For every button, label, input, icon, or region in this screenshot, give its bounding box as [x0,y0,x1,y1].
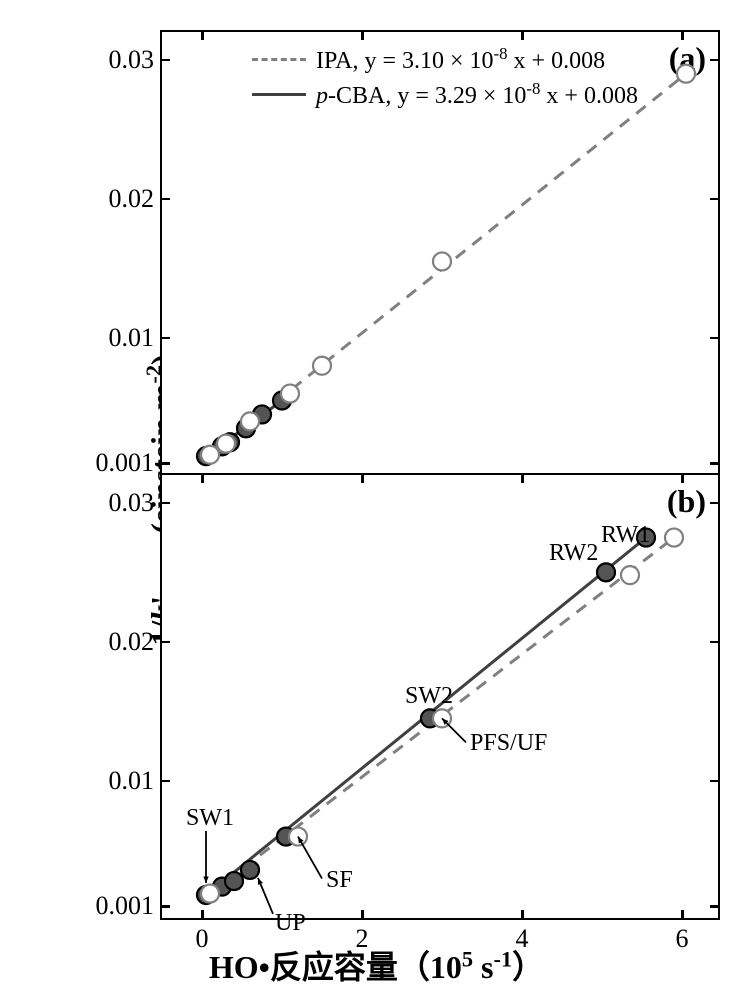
ytick-mark-right [710,641,720,644]
ytick-mark-right [710,462,720,465]
xtick-mark-top [521,30,524,40]
data-point [241,412,259,430]
ytick-mark [160,780,170,783]
annotation-sw1: SW1 [186,805,234,832]
x-axis-label: HO•反应容量（105 s-1） [209,942,544,988]
data-point [201,885,219,903]
ytick-label: 0.03 [109,488,155,518]
ytick-mark [160,502,170,505]
xtick-mark-top [521,473,524,483]
ytick-mark [160,641,170,644]
ytick-label: 0.02 [109,184,155,214]
data-point [201,446,219,464]
ytick-mark [160,462,170,465]
annotation-sw2: SW2 [405,683,453,710]
xtick-mark-top [681,473,684,483]
xtick-mark-top [201,473,204,483]
data-point [225,872,243,890]
data-point [597,563,615,581]
annotation-arrowhead [203,877,208,883]
plot-area: (a) IPA, y = 3.10 × 10-8 x + 0.008 p-CBA… [160,30,720,920]
ytick-mark [160,198,170,201]
data-point [621,566,639,584]
xtick-mark [361,910,364,920]
data-point [217,435,235,453]
ytick-label: 0.02 [109,627,155,657]
ytick-mark-right [710,502,720,505]
ytick-mark-right [710,59,720,62]
xtick-label: 0 [196,924,209,954]
xtick-mark-top [361,30,364,40]
figure-container: 1/k'p,MB (einstein m-2) HO•反应容量（105 s-1）… [0,0,753,1000]
xtick-mark [521,910,524,920]
annotation-arrow [298,837,322,879]
ytick-mark-right [710,337,720,340]
xtick-mark-top [681,30,684,40]
panel-a-svg [162,32,722,477]
xtick-label: 2 [356,924,369,954]
data-point [241,861,259,879]
annotation-arrowhead [258,878,263,885]
data-point [313,357,331,375]
ytick-label: 0.01 [109,323,155,353]
data-point [433,252,451,270]
ytick-label: 0.001 [96,891,155,921]
annotation-sf: SF [326,867,353,894]
xtick-mark [681,910,684,920]
data-point [677,65,695,83]
ytick-mark-right [710,905,720,908]
xtick-mark [201,910,204,920]
panel-a: (a) IPA, y = 3.10 × 10-8 x + 0.008 p-CBA… [160,30,720,475]
ytick-label: 0.03 [109,45,155,75]
xtick-label: 6 [676,924,689,954]
ytick-label: 0.01 [109,766,155,796]
annotation-pfsuf: PFS/UF [470,730,547,757]
ytick-mark [160,59,170,62]
ytick-label: 0.001 [96,448,155,478]
ytick-mark-right [710,780,720,783]
annotation-rw1: RW1 [601,522,650,549]
xtick-mark-top [361,473,364,483]
annotation-up: UP [275,910,306,937]
xtick-label: 4 [516,924,529,954]
ytick-mark-right [710,198,720,201]
data-point [281,385,299,403]
annotation-rw2: RW2 [549,540,598,567]
data-point [665,529,683,547]
ytick-mark [160,905,170,908]
xtick-mark-top [201,30,204,40]
ytick-mark [160,337,170,340]
panel-b: (b) 0.0010.010.020.03 0246 SW1UPSFPFS/UF… [160,475,720,920]
